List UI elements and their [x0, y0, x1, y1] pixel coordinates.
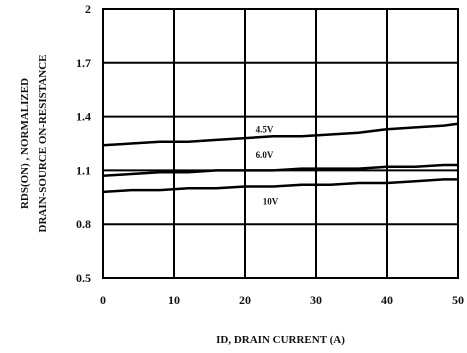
- y-axis-label-line1: RDS(ON) , NORMALIZED: [19, 78, 31, 209]
- y-tick-label-1.7: 1.7: [76, 56, 91, 70]
- plot-frame: [102, 8, 459, 279]
- y-axis-label-line2: DRAIN-SOURCE ON-RESISTANCE: [37, 55, 49, 233]
- y-axis-label: RDS(ON) , NORMALIZED DRAIN-SOURCE ON-RES…: [19, 55, 49, 233]
- series-line-6.0V: [102, 163, 458, 178]
- x-tick-label-20: 20: [239, 293, 251, 307]
- y-tick-label-0.5: 0.5: [76, 271, 91, 285]
- x-tick-label-10: 10: [168, 293, 180, 307]
- x-tick-labels: 0 10 20 30 40 50: [100, 293, 464, 307]
- x-tick-label-30: 30: [310, 293, 322, 307]
- series-annotations: 4.5V 6.0V 10V: [256, 125, 279, 207]
- x-tick-label-0: 0: [100, 293, 106, 307]
- x-tick-label-50: 50: [452, 293, 464, 307]
- series-group: [102, 122, 459, 194]
- series-label-6.0V: 6.0V: [256, 150, 274, 160]
- y-tick-label-1.4: 1.4: [76, 110, 91, 124]
- series-line-10V: [102, 178, 458, 194]
- series-label-10V: 10V: [263, 196, 279, 206]
- x-axis-label: ID, DRAIN CURRENT (A): [216, 334, 345, 346]
- series-line-4.5V: [102, 122, 459, 147]
- grid: [102, 8, 459, 279]
- y-tick-label-0.8: 0.8: [76, 217, 91, 231]
- y-tick-label-1.1: 1.1: [76, 163, 91, 177]
- x-tick-label-40: 40: [381, 293, 393, 307]
- y-tick-labels: 0.5 0.8 1.1 1.4 1.7 2: [76, 2, 91, 285]
- y-tick-label-2: 2: [85, 2, 91, 16]
- series-label-4.5V: 4.5V: [256, 125, 274, 135]
